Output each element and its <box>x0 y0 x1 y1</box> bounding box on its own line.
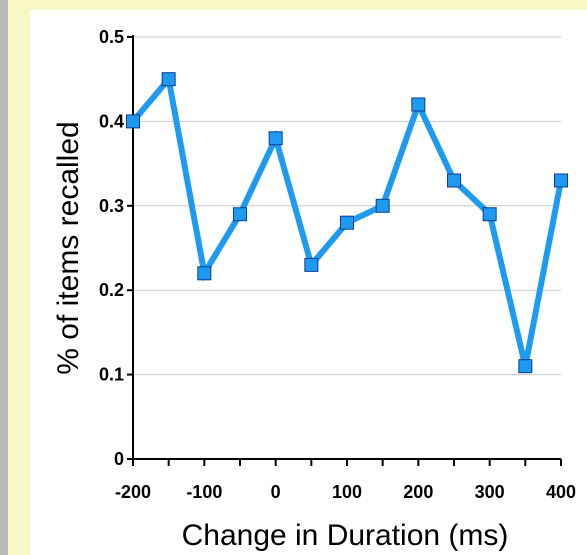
x-tick-label: -200 <box>115 482 151 502</box>
data-point-marker <box>554 173 568 188</box>
x-tick-label: 100 <box>332 482 362 502</box>
y-tick-label: 0.4 <box>99 111 124 131</box>
y-tick-label: 0 <box>114 449 124 469</box>
data-point-marker <box>126 114 140 129</box>
x-tick-label: -100 <box>186 482 222 502</box>
data-point-marker <box>340 215 354 230</box>
y-tick-label: 0.3 <box>99 196 124 216</box>
y-tick-label: 0.1 <box>99 365 124 385</box>
y-axis-title: % of items recalled <box>52 121 85 374</box>
x-tick-label: 300 <box>475 482 505 502</box>
data-point-marker <box>197 266 212 281</box>
data-point-marker <box>268 131 283 146</box>
x-tick-label: 200 <box>403 482 433 502</box>
data-point-marker <box>375 198 390 213</box>
x-tick-label: 0 <box>271 482 281 502</box>
y-tick-labels: 0 0.1 0.2 0.3 0.4 0.5 <box>99 27 124 469</box>
data-point-marker <box>233 207 247 222</box>
left-border-strip <box>0 0 8 555</box>
data-point-marker <box>161 72 176 87</box>
x-axis-title: Change in Duration (ms) <box>182 519 509 552</box>
chart-panel <box>30 10 587 555</box>
x-tick-label: 400 <box>546 482 576 502</box>
y-tick-label: 0.2 <box>99 280 124 300</box>
data-point-marker <box>447 173 461 188</box>
y-tick-label: 0.5 <box>99 27 124 47</box>
data-point-marker <box>482 207 497 222</box>
grid-lines <box>133 36 561 376</box>
data-point-marker <box>518 359 533 374</box>
x-tick-labels: -200 -100 0 100 200 300 400 <box>115 482 576 502</box>
data-point-marker <box>411 97 426 112</box>
data-point-marker <box>304 257 319 272</box>
data-series <box>126 72 568 374</box>
